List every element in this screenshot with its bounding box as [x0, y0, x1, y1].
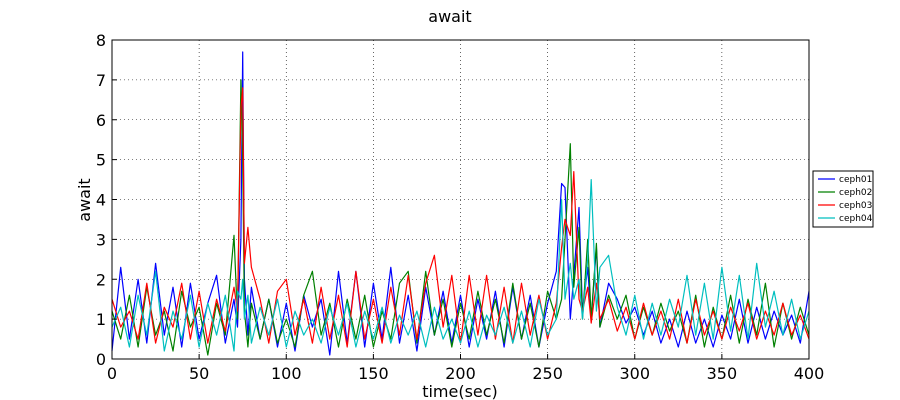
legend-label: ceph04 — [839, 214, 873, 224]
y-tick-label: 7 — [96, 71, 106, 90]
y-tick-label: 1 — [96, 310, 106, 329]
y-tick-label: 2 — [96, 270, 106, 289]
x-tick-label: 350 — [707, 364, 738, 383]
x-tick-label: 150 — [358, 364, 389, 383]
x-tick-label: 250 — [532, 364, 563, 383]
y-tick-label: 8 — [96, 31, 106, 50]
y-tick-label: 4 — [96, 191, 106, 210]
x-axis-label: time(sec) — [422, 382, 498, 400]
x-tick-label: 400 — [794, 364, 825, 383]
series-line-ceph02 — [111, 79, 810, 356]
series-group — [111, 51, 810, 356]
legend-label: ceph03 — [839, 201, 872, 211]
legend-label: ceph02 — [839, 188, 872, 198]
y-tick-label: 6 — [96, 111, 106, 130]
x-tick-label: 300 — [619, 364, 650, 383]
chart-title: await — [428, 7, 471, 26]
grid — [111, 39, 810, 360]
series-line-ceph04 — [111, 179, 810, 352]
series-line-ceph01 — [111, 51, 810, 356]
y-tick-label: 0 — [96, 350, 106, 369]
y-tick-label: 5 — [96, 151, 106, 170]
x-tick-label: 100 — [271, 364, 302, 383]
legend: ceph01 ceph02 ceph03 ceph04 — [812, 170, 874, 228]
legend-label: ceph01 — [839, 175, 872, 185]
y-tick-label: 3 — [96, 230, 106, 249]
x-tick-label: 0 — [107, 364, 117, 383]
x-tick-label: 50 — [189, 364, 209, 383]
y-axis-label: await — [75, 178, 94, 221]
x-tick-label: 200 — [445, 364, 476, 383]
x-axis: 0 50 100 150 200 250 300 350 400 — [107, 354, 824, 383]
y-axis: 0 1 2 3 4 5 6 7 8 — [96, 31, 117, 369]
